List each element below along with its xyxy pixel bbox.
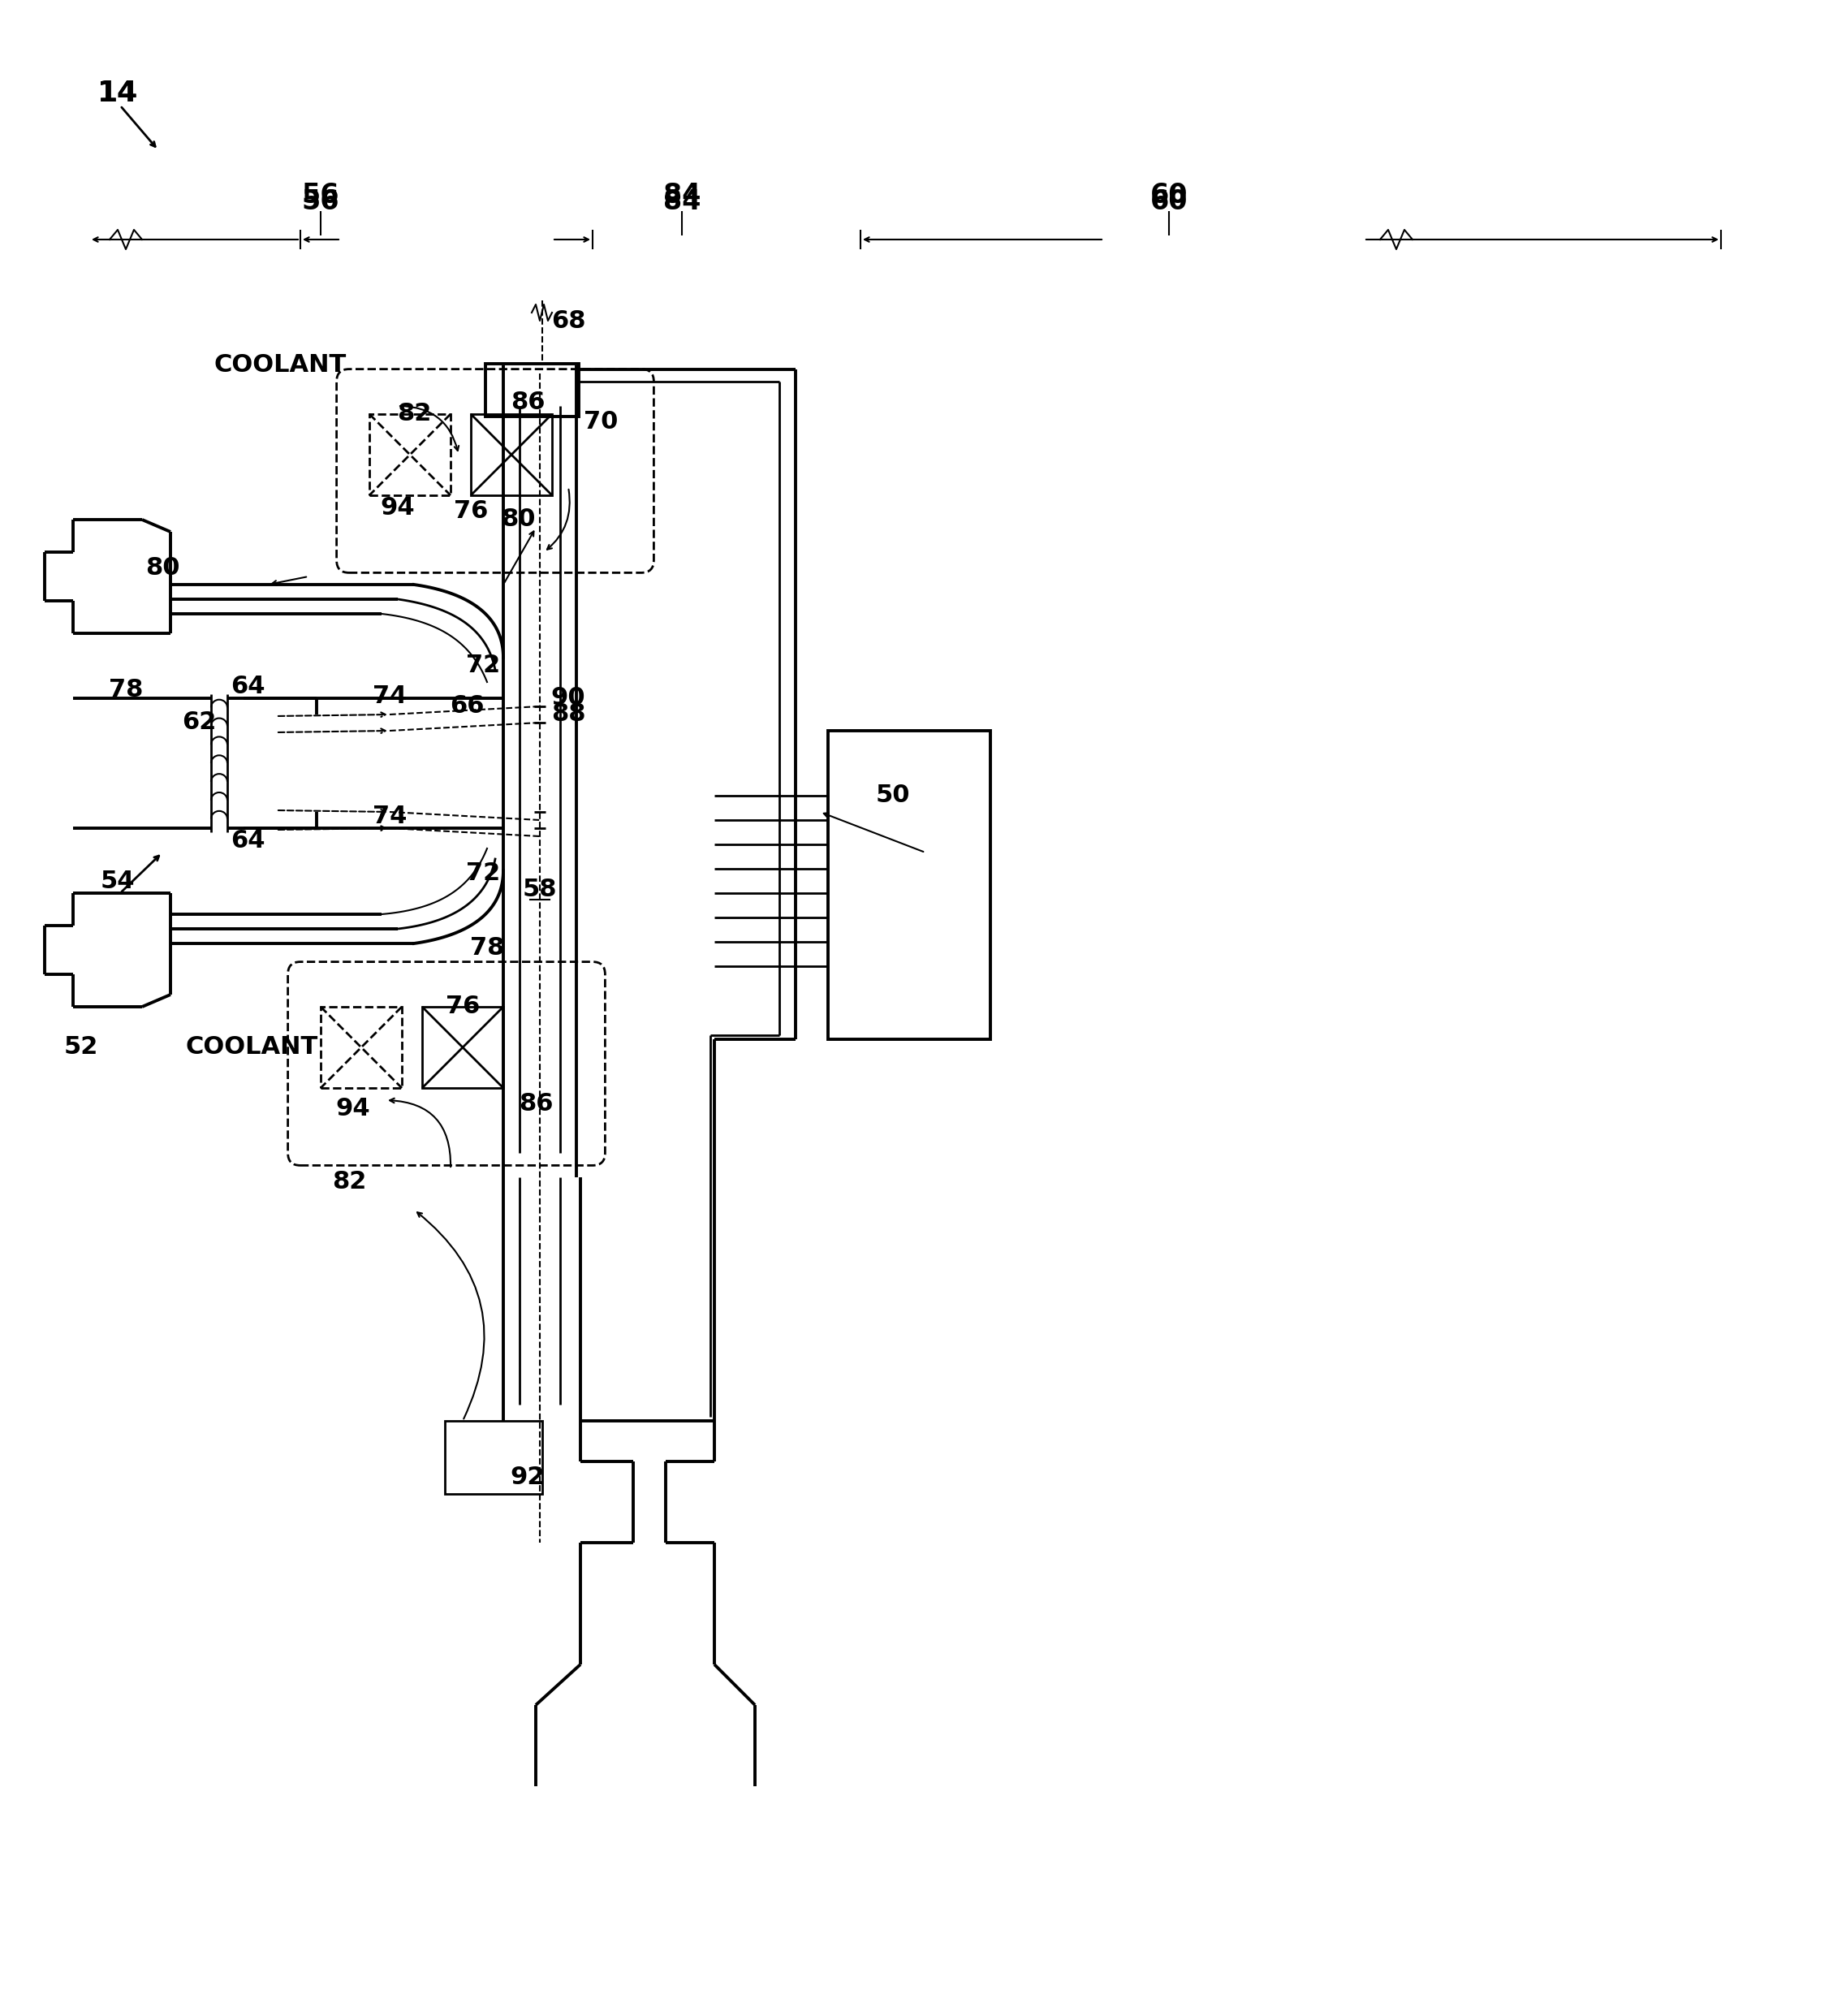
Text: 94: 94: [380, 496, 415, 520]
Text: 74: 74: [373, 685, 406, 708]
Text: 84: 84: [663, 187, 701, 216]
Text: 82: 82: [332, 1169, 366, 1193]
Text: 86: 86: [519, 1093, 554, 1117]
Text: 86: 86: [509, 391, 545, 413]
Bar: [423, 1006, 504, 1089]
Text: 14: 14: [98, 79, 138, 107]
Text: 84: 84: [663, 181, 701, 208]
Text: 72: 72: [465, 653, 500, 677]
Text: 62: 62: [181, 712, 216, 734]
Text: COOLANT: COOLANT: [214, 353, 347, 377]
Text: 58: 58: [522, 877, 557, 901]
Text: 56: 56: [301, 181, 340, 208]
Text: 64: 64: [231, 673, 264, 698]
Text: 60: 60: [1150, 187, 1187, 216]
Bar: [445, 1421, 543, 1494]
Text: 60: 60: [1150, 181, 1187, 208]
Text: 56: 56: [301, 187, 340, 216]
Text: 68: 68: [550, 308, 585, 333]
Text: 78: 78: [109, 677, 142, 702]
Text: 94: 94: [336, 1097, 371, 1121]
Text: COOLANT: COOLANT: [185, 1036, 318, 1058]
Text: 64: 64: [231, 829, 264, 853]
Text: 52: 52: [65, 1036, 98, 1058]
Text: 74: 74: [373, 804, 406, 829]
Text: 90: 90: [550, 687, 585, 710]
Text: 80: 80: [500, 508, 535, 532]
Text: 78: 78: [471, 937, 504, 960]
Bar: [321, 1006, 402, 1089]
Text: 66: 66: [450, 696, 484, 718]
Text: 70: 70: [583, 411, 618, 433]
Text: 14: 14: [98, 79, 138, 107]
Text: 92: 92: [509, 1466, 545, 1490]
Text: 76: 76: [445, 996, 480, 1018]
Text: 72: 72: [465, 861, 500, 885]
Text: 50: 50: [875, 784, 910, 808]
Text: 82: 82: [397, 403, 432, 425]
Text: 76: 76: [454, 500, 487, 524]
Text: 80: 80: [146, 556, 179, 581]
Bar: [485, 363, 580, 417]
Bar: [829, 730, 989, 1040]
Text: 88: 88: [550, 704, 585, 726]
Bar: [369, 413, 450, 496]
Text: 54: 54: [100, 869, 135, 893]
Bar: [471, 413, 552, 496]
